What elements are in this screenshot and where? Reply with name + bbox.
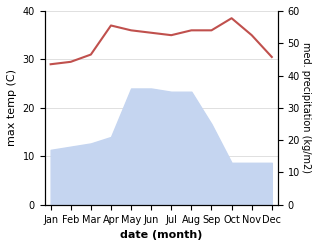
Y-axis label: med. precipitation (kg/m2): med. precipitation (kg/m2) [301,42,311,173]
X-axis label: date (month): date (month) [120,230,203,240]
Y-axis label: max temp (C): max temp (C) [7,69,17,146]
